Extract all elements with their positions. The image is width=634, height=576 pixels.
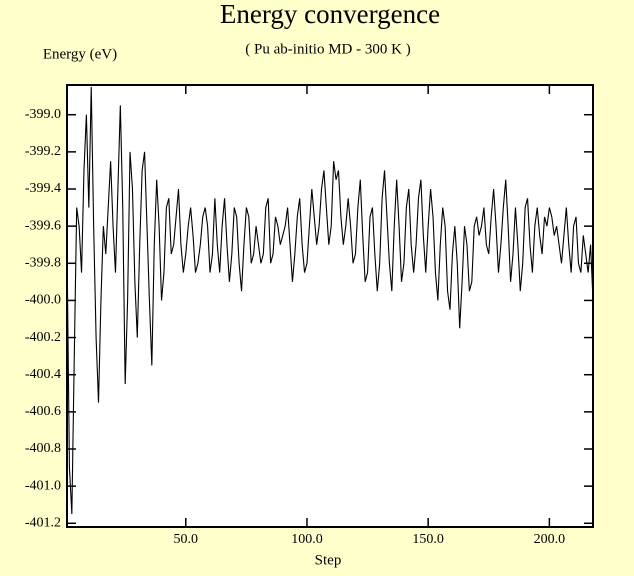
x-tick-label: 150.0 [412, 532, 444, 547]
x-tick-label: 200.0 [534, 532, 566, 547]
y-tick-label: -400.8 [25, 441, 61, 456]
y-tick-label: -400.2 [25, 330, 61, 345]
chart-subtitle: ( Pu ab-initio MD - 300 K ) [245, 41, 410, 57]
y-tick-label: -399.6 [25, 218, 61, 233]
y-tick-label: -400.0 [25, 293, 61, 308]
y-tick-label: -399.8 [25, 256, 61, 271]
y-tick-label: -400.4 [25, 367, 61, 382]
y-tick-label: -399.2 [25, 144, 61, 159]
y-tick-label: -401.0 [25, 478, 61, 493]
x-tick-label: 100.0 [291, 532, 323, 547]
y-tick-label: -399.4 [25, 181, 61, 196]
y-tick-label: -401.2 [25, 516, 61, 531]
energy-line [66, 86, 594, 515]
x-axis-label: Step [315, 552, 342, 568]
x-tick-label: 50.0 [174, 532, 199, 547]
y-axis-label: Energy (eV) [43, 46, 117, 62]
plot-area [66, 84, 594, 528]
y-tick-label: -400.6 [25, 404, 61, 419]
chart-title: Energy convergence [220, 0, 440, 29]
y-tick-label: -399.0 [25, 107, 61, 122]
